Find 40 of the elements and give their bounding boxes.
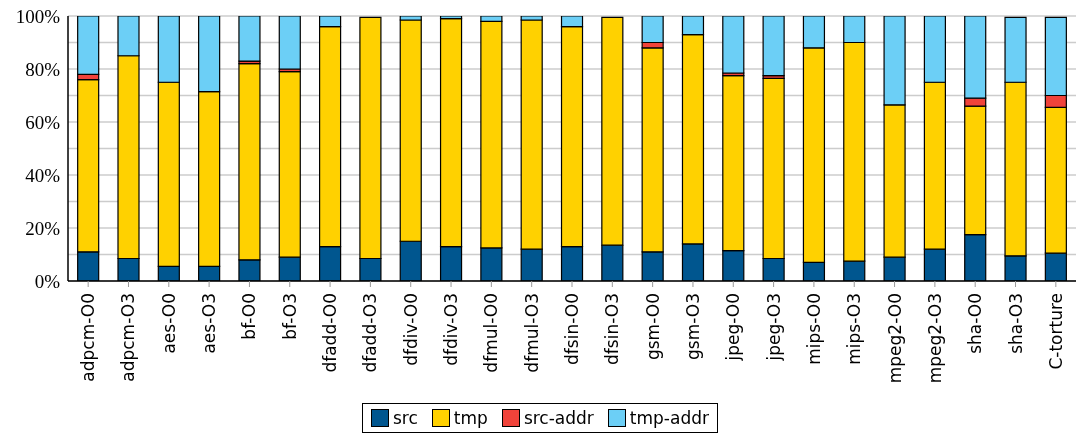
- x-tick-label: aes-O0: [158, 293, 179, 354]
- x-tick-label: dfadd-O3: [360, 293, 381, 373]
- x-tick-label: dfdiv-O0: [400, 293, 421, 366]
- x-tick-label: dfmul-O0: [481, 293, 502, 373]
- x-tick-label: gsm-O3: [682, 293, 703, 361]
- x-tick-label: aes-O3: [199, 293, 220, 354]
- legend-label: src-addr: [523, 408, 594, 428]
- x-tick-label: dfmul-O3: [521, 293, 542, 373]
- x-tick-label: gsm-O0: [642, 293, 663, 361]
- x-tick-label: mips-O3: [844, 293, 865, 365]
- bar: [762, 16, 785, 77]
- x-tick-label: C-torture: [1045, 293, 1066, 370]
- x-tick-label: dfsin-O0: [562, 293, 582, 365]
- x-tick-label: jpeg-O0: [723, 293, 744, 362]
- x-tick-label: dfsin-O3: [602, 293, 623, 365]
- bar: [278, 16, 301, 70]
- x-tick-label: bf-O3: [279, 293, 300, 340]
- x-tick-label: bf-O0: [239, 293, 260, 340]
- y-tick-label: 100%: [15, 5, 61, 27]
- bar: [722, 16, 745, 74]
- x-tick-label: dfdiv-O3: [441, 293, 462, 366]
- x-tick-label: mpeg2-O0: [884, 293, 905, 384]
- x-tick-label: sha-O3: [1005, 293, 1026, 354]
- legend-label: tmp-addr: [629, 408, 709, 428]
- x-tick-label: adpcm-O0: [78, 293, 99, 382]
- x-tick-label: mips-O0: [803, 293, 824, 365]
- y-tick-label: 0%: [34, 270, 61, 292]
- x-tick-label: jpeg-O3: [763, 293, 784, 362]
- y-tick-label: 20%: [25, 217, 61, 239]
- x-tick-label: sha-O0: [965, 293, 986, 354]
- legend-label: tmp: [453, 408, 488, 428]
- x-tick-label: mpeg2-O3: [924, 293, 945, 384]
- x-tick-label: adpcm-O3: [118, 293, 139, 382]
- x-tick-label: dfadd-O0: [320, 293, 341, 373]
- y-tick-label: 60%: [25, 111, 61, 133]
- legend-label: src: [393, 408, 418, 428]
- bar: [641, 16, 664, 44]
- bar: [238, 16, 261, 62]
- y-tick-label: 40%: [25, 164, 61, 186]
- y-tick-label: 80%: [25, 58, 61, 80]
